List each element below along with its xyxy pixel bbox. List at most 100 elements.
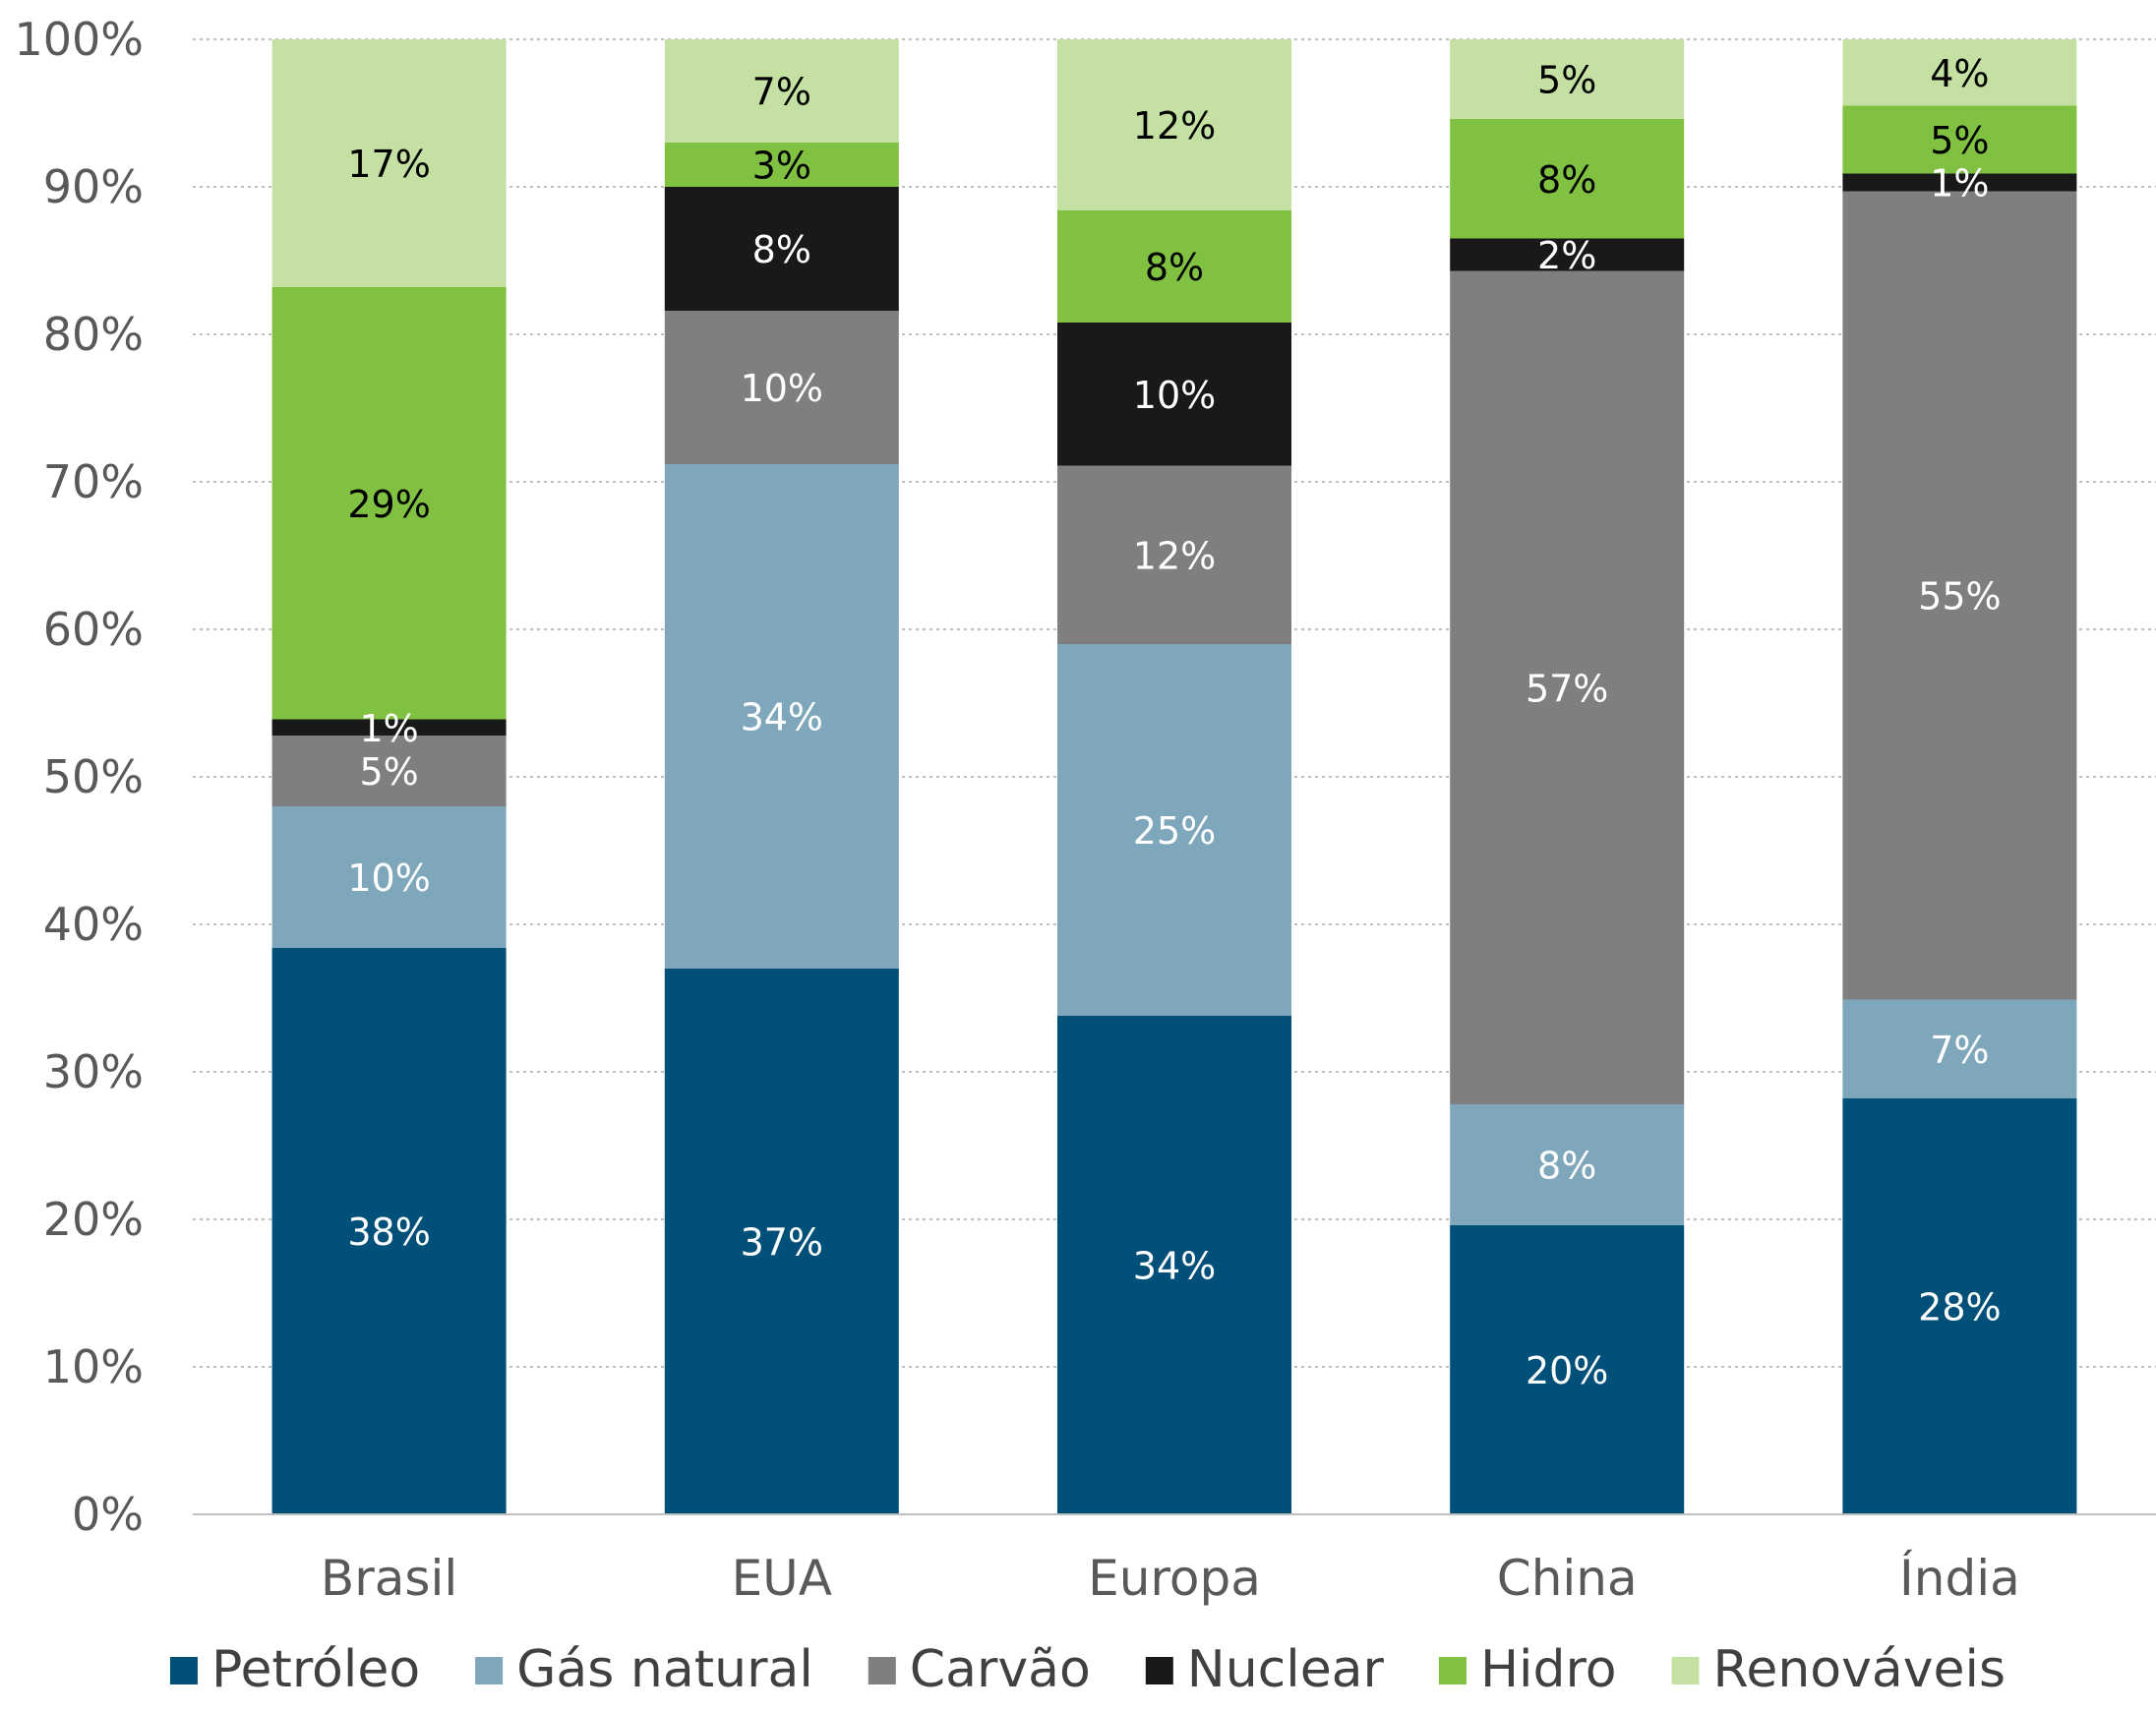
bar-segment [1057,39,1291,210]
bar-segment [1842,191,2077,1000]
y-axis: 0% 10% 20% 30% 40% 50% 60% 70% 80% 90% 100% [14,13,144,1541]
data-label: 1% [359,707,418,750]
legend-swatch [1671,1657,1700,1684]
legend-label: Carvão [910,1640,1091,1699]
bar-segment [1450,270,1685,1104]
y-tick-label: 20% [43,1193,144,1246]
y-tick-label: 10% [43,1340,144,1393]
legend-label: Petróleo [211,1640,420,1699]
legend-label: Gás natural [516,1640,813,1699]
bar-segment [1842,1098,2077,1514]
bar-segment [1057,644,1291,1016]
data-label: 29% [347,483,430,526]
data-label: 8% [1537,1145,1596,1188]
data-label: 12% [1133,104,1216,148]
data-label: 34% [741,696,823,739]
bar-segment [1842,999,2077,1098]
bars [271,39,2077,1514]
bar-segment [271,736,507,806]
y-tick-label: 100% [14,13,144,66]
bar-segment [664,187,899,311]
bar-segment [664,39,899,143]
bar-segment [664,311,899,464]
y-tick-label: 0% [72,1488,144,1541]
legend-label: Renováveis [1713,1640,2006,1699]
data-label: 8% [1537,158,1596,202]
bar-segment [271,948,507,1514]
legend-item: Nuclear [1145,1640,1385,1699]
bar-segment [1057,1016,1291,1514]
bar-segment [664,143,899,187]
legend-item: Gás natural [475,1640,813,1699]
legend-label: Hidro [1480,1640,1617,1699]
x-tick-label: Índia [1899,1549,2020,1607]
data-label: 57% [1526,667,1608,710]
legend-item: Hidro [1438,1640,1617,1699]
bar-segment [1842,173,2077,192]
data-label: 17% [347,143,430,186]
bar-segment [271,287,507,720]
legend-label: Nuclear [1187,1640,1385,1699]
data-label: 3% [752,145,811,188]
y-tick-label: 50% [43,750,144,803]
data-label: 8% [752,228,811,271]
data-label: 5% [1930,119,1989,162]
data-label: 5% [359,750,418,794]
data-label: 5% [1537,59,1596,102]
bar-segment [271,39,507,287]
bar-segment [1842,39,2077,106]
bar-segment [1450,1104,1685,1225]
x-tick-label: Brasil [321,1550,457,1607]
x-tick-label: China [1497,1550,1638,1607]
bar-segment [1057,210,1291,323]
bar-segment [1450,119,1685,239]
y-tick-label: 60% [43,603,144,656]
legend-swatch [1438,1657,1467,1684]
y-tick-label: 90% [43,160,144,213]
bar-segment [271,719,507,736]
data-label: 10% [1133,374,1216,417]
bar-segment [1450,238,1685,271]
data-label: 7% [752,71,811,114]
legend-swatch [868,1657,896,1684]
legend-swatch [475,1657,504,1684]
legend-item: Petróleo [169,1640,420,1699]
data-label: 12% [1133,534,1216,577]
data-label: 25% [1133,809,1216,853]
y-tick-label: 30% [43,1045,144,1098]
data-label: 55% [1918,575,2001,619]
bar-segment [1057,465,1291,644]
data-labels: 38%10%5%1%29%17%37%34%10%8%3%7%34%25%12%… [347,52,2001,1392]
x-axis: Brasil EUA Europa China Índia [321,1549,2020,1607]
data-label: 7% [1930,1029,1989,1072]
data-label: 20% [1526,1349,1608,1392]
bar-segment [664,969,899,1514]
x-tick-label: Europa [1088,1550,1261,1607]
data-label: 8% [1145,246,1204,289]
bar-segment [271,806,507,948]
data-label: 10% [741,367,823,410]
legend-item: Renováveis [1671,1640,2006,1699]
bar-segment [1450,1225,1685,1514]
data-label: 4% [1930,52,1989,95]
x-tick-label: EUA [732,1550,832,1607]
bar-segment [664,464,899,969]
legend-swatch [1145,1657,1173,1684]
data-label: 34% [1133,1245,1216,1288]
bar-segment [1057,323,1291,466]
legend-item: Carvão [868,1640,1091,1699]
data-label: 2% [1537,234,1596,277]
bar-segment [1450,39,1685,119]
y-tick-label: 80% [43,308,144,361]
data-label: 10% [347,856,430,900]
legend-swatch [169,1657,198,1684]
legend: Petróleo Gás natural Carvão Nuclear Hidro Ren… [169,1640,2006,1699]
bar-segment [1842,105,2077,174]
y-tick-label: 70% [43,455,144,508]
data-label: 28% [1918,1286,2001,1329]
y-tick-label: 40% [43,898,144,951]
data-label: 1% [1930,162,1989,206]
data-label: 37% [741,1221,823,1265]
data-label: 38% [347,1211,430,1254]
